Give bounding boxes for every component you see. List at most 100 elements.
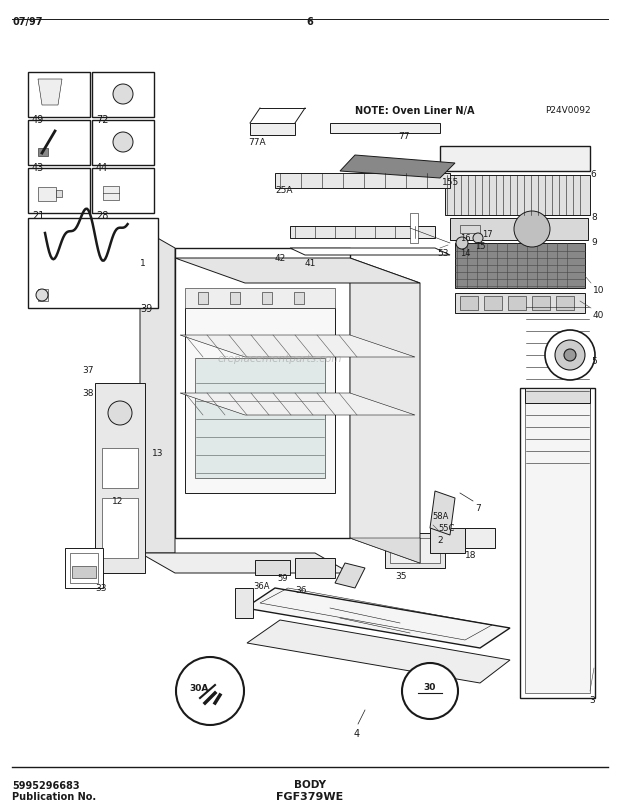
Polygon shape bbox=[247, 620, 510, 683]
Text: 55C: 55C bbox=[438, 524, 454, 532]
Bar bbox=[460, 296, 478, 311]
Bar bbox=[262, 292, 272, 304]
Text: ereplacementparts.com: ereplacementparts.com bbox=[218, 353, 342, 364]
Bar bbox=[38, 290, 48, 302]
Text: 30: 30 bbox=[424, 683, 436, 691]
Circle shape bbox=[108, 402, 132, 426]
Polygon shape bbox=[175, 259, 420, 283]
Text: 5: 5 bbox=[591, 357, 596, 365]
Text: 35: 35 bbox=[395, 571, 407, 581]
Text: 77A: 77A bbox=[248, 138, 265, 147]
Text: P24V0092: P24V0092 bbox=[545, 106, 591, 115]
Text: Publication No.: Publication No. bbox=[12, 791, 96, 801]
Text: 2: 2 bbox=[437, 536, 443, 544]
Bar bbox=[92, 120, 154, 165]
Text: 3: 3 bbox=[589, 695, 595, 704]
Text: 44: 44 bbox=[96, 163, 108, 173]
Text: 72: 72 bbox=[96, 115, 108, 124]
Text: 41: 41 bbox=[305, 259, 316, 267]
Text: 10: 10 bbox=[593, 286, 604, 295]
Circle shape bbox=[113, 132, 133, 153]
Polygon shape bbox=[350, 259, 420, 563]
Circle shape bbox=[555, 340, 585, 370]
Bar bbox=[295, 558, 335, 578]
Circle shape bbox=[113, 85, 133, 105]
Text: 6: 6 bbox=[307, 17, 313, 27]
Text: 59: 59 bbox=[277, 573, 288, 582]
Polygon shape bbox=[140, 229, 175, 553]
Text: 1: 1 bbox=[140, 259, 146, 267]
Bar bbox=[185, 288, 335, 308]
Circle shape bbox=[473, 234, 483, 243]
Text: 33: 33 bbox=[95, 583, 107, 593]
Polygon shape bbox=[290, 249, 450, 255]
Polygon shape bbox=[140, 553, 350, 573]
Bar bbox=[440, 147, 590, 172]
Polygon shape bbox=[430, 491, 455, 536]
Text: 14: 14 bbox=[460, 249, 471, 258]
Text: 42: 42 bbox=[275, 254, 286, 263]
Bar bbox=[410, 214, 418, 243]
Bar bbox=[175, 249, 350, 538]
Text: 25A: 25A bbox=[275, 185, 293, 195]
Bar bbox=[385, 533, 445, 569]
Bar bbox=[92, 73, 154, 118]
Text: 40: 40 bbox=[593, 311, 604, 320]
Text: 07/97: 07/97 bbox=[12, 17, 43, 27]
Text: 4: 4 bbox=[354, 728, 360, 738]
Polygon shape bbox=[38, 80, 62, 106]
Bar bbox=[95, 384, 145, 573]
Text: 43: 43 bbox=[32, 163, 44, 173]
Bar bbox=[556, 296, 574, 311]
Circle shape bbox=[545, 331, 595, 381]
Bar bbox=[290, 226, 435, 238]
Text: 39: 39 bbox=[140, 304, 153, 314]
Circle shape bbox=[402, 663, 458, 719]
Bar bbox=[235, 589, 253, 618]
Bar bbox=[430, 528, 465, 553]
Bar bbox=[532, 296, 550, 311]
Text: 5995296683: 5995296683 bbox=[12, 780, 79, 790]
Text: 7: 7 bbox=[475, 503, 480, 512]
Polygon shape bbox=[340, 156, 455, 179]
Polygon shape bbox=[335, 563, 365, 589]
Bar bbox=[275, 173, 450, 189]
Bar bbox=[525, 393, 590, 693]
Bar bbox=[102, 448, 138, 488]
Text: 13: 13 bbox=[152, 448, 164, 458]
Text: 21: 21 bbox=[32, 210, 45, 221]
Bar bbox=[460, 226, 480, 234]
Bar bbox=[508, 296, 526, 311]
Text: 17: 17 bbox=[482, 230, 493, 238]
Bar bbox=[28, 120, 90, 165]
Bar bbox=[103, 187, 119, 201]
Bar bbox=[56, 191, 62, 198]
Bar bbox=[520, 389, 595, 698]
Text: 53: 53 bbox=[437, 249, 448, 258]
Bar bbox=[255, 560, 290, 575]
Bar bbox=[92, 169, 154, 214]
Text: 58A: 58A bbox=[432, 512, 448, 520]
Circle shape bbox=[564, 349, 576, 361]
Bar bbox=[455, 243, 585, 288]
Bar bbox=[294, 292, 304, 304]
Polygon shape bbox=[250, 124, 295, 136]
Bar bbox=[390, 538, 440, 563]
Polygon shape bbox=[180, 393, 415, 415]
Circle shape bbox=[514, 212, 550, 247]
Text: 18: 18 bbox=[465, 550, 477, 560]
Bar bbox=[465, 528, 495, 548]
Bar bbox=[525, 389, 590, 403]
Bar bbox=[484, 296, 502, 311]
Circle shape bbox=[176, 657, 244, 725]
Text: 8: 8 bbox=[591, 213, 596, 222]
Bar bbox=[330, 124, 440, 134]
Bar bbox=[72, 566, 96, 578]
Text: FGF379WE: FGF379WE bbox=[277, 791, 343, 801]
Text: 28: 28 bbox=[96, 210, 108, 221]
Bar bbox=[102, 499, 138, 558]
Text: 9: 9 bbox=[591, 238, 596, 247]
Polygon shape bbox=[350, 538, 420, 563]
Text: 30A: 30A bbox=[189, 683, 209, 692]
Text: 36A: 36A bbox=[253, 581, 270, 590]
